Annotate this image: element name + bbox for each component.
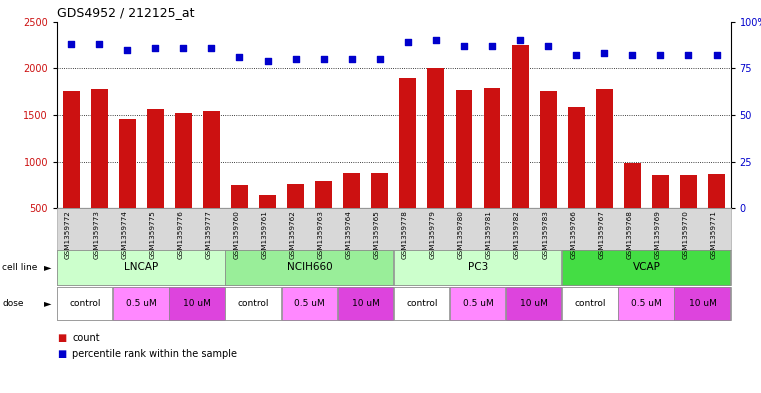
Point xyxy=(289,56,301,62)
Text: GSM1359762: GSM1359762 xyxy=(290,210,295,259)
Bar xyxy=(203,111,220,208)
Bar xyxy=(540,91,556,208)
Text: 0.5 uM: 0.5 uM xyxy=(295,299,325,308)
Text: GSM1359773: GSM1359773 xyxy=(93,210,99,259)
Bar xyxy=(568,107,584,208)
Text: GSM1359782: GSM1359782 xyxy=(514,210,520,259)
Point xyxy=(430,37,442,43)
Text: GSM1359774: GSM1359774 xyxy=(121,210,127,259)
Text: count: count xyxy=(72,333,100,343)
Text: VCAP: VCAP xyxy=(632,262,661,272)
Point xyxy=(234,54,246,60)
Text: GSM1359761: GSM1359761 xyxy=(262,210,268,259)
Point xyxy=(317,56,330,62)
Point xyxy=(711,52,723,58)
Text: GSM1359763: GSM1359763 xyxy=(317,210,323,259)
Point xyxy=(542,43,554,49)
Bar xyxy=(652,174,669,208)
Point xyxy=(458,43,470,49)
Bar xyxy=(708,174,725,208)
Text: GSM1359771: GSM1359771 xyxy=(711,210,717,259)
Bar xyxy=(400,77,416,208)
Point xyxy=(402,39,414,45)
Bar xyxy=(147,109,164,208)
Bar xyxy=(287,184,304,208)
Bar xyxy=(624,163,641,208)
Text: GSM1359766: GSM1359766 xyxy=(570,210,576,259)
Point xyxy=(486,43,498,49)
Bar xyxy=(456,90,473,208)
Point xyxy=(683,52,695,58)
Text: ■: ■ xyxy=(57,349,66,359)
Bar xyxy=(428,68,444,208)
Text: GDS4952 / 212125_at: GDS4952 / 212125_at xyxy=(57,6,195,19)
Bar xyxy=(483,88,501,208)
Bar xyxy=(62,91,79,208)
Bar xyxy=(371,173,388,208)
Text: GSM1359780: GSM1359780 xyxy=(458,210,464,259)
Text: LNCAP: LNCAP xyxy=(124,262,158,272)
Text: GSM1359778: GSM1359778 xyxy=(402,210,408,259)
Point xyxy=(93,41,105,47)
Point xyxy=(514,37,526,43)
Text: ►: ► xyxy=(44,299,52,309)
Text: 10 uM: 10 uM xyxy=(352,299,380,308)
Text: 10 uM: 10 uM xyxy=(689,299,716,308)
Text: GSM1359769: GSM1359769 xyxy=(654,210,661,259)
Text: cell line: cell line xyxy=(2,263,37,272)
Point xyxy=(626,52,638,58)
Bar xyxy=(315,181,332,208)
Text: GSM1359779: GSM1359779 xyxy=(430,210,436,259)
Point xyxy=(262,58,274,64)
Text: 10 uM: 10 uM xyxy=(183,299,212,308)
Text: 0.5 uM: 0.5 uM xyxy=(631,299,662,308)
Point xyxy=(149,44,161,51)
Point xyxy=(345,56,358,62)
Text: GSM1359767: GSM1359767 xyxy=(598,210,604,259)
Text: dose: dose xyxy=(2,299,24,308)
Text: control: control xyxy=(575,299,606,308)
Bar xyxy=(680,174,697,208)
Text: 0.5 uM: 0.5 uM xyxy=(463,299,493,308)
Text: GSM1359781: GSM1359781 xyxy=(486,210,492,259)
Text: control: control xyxy=(237,299,269,308)
Point xyxy=(374,56,386,62)
Text: ■: ■ xyxy=(57,333,66,343)
Bar xyxy=(119,119,135,208)
Text: PC3: PC3 xyxy=(468,262,488,272)
Text: GSM1359768: GSM1359768 xyxy=(626,210,632,259)
Text: 10 uM: 10 uM xyxy=(521,299,548,308)
Bar xyxy=(231,185,248,208)
Point xyxy=(654,52,667,58)
Point xyxy=(177,44,189,51)
Point xyxy=(65,41,77,47)
Bar xyxy=(259,195,276,208)
Bar xyxy=(175,113,192,208)
Text: GSM1359777: GSM1359777 xyxy=(205,210,212,259)
Bar xyxy=(596,89,613,208)
Bar xyxy=(511,45,528,208)
Text: GSM1359776: GSM1359776 xyxy=(177,210,183,259)
Text: GSM1359772: GSM1359772 xyxy=(65,210,71,259)
Text: GSM1359760: GSM1359760 xyxy=(234,210,240,259)
Text: control: control xyxy=(69,299,101,308)
Text: GSM1359764: GSM1359764 xyxy=(345,210,352,259)
Text: GSM1359770: GSM1359770 xyxy=(683,210,689,259)
Text: GSM1359775: GSM1359775 xyxy=(149,210,155,259)
Point xyxy=(598,50,610,57)
Text: ►: ► xyxy=(44,262,52,272)
Bar xyxy=(91,89,107,208)
Point xyxy=(121,46,133,53)
Text: control: control xyxy=(406,299,438,308)
Text: 0.5 uM: 0.5 uM xyxy=(126,299,157,308)
Text: percentile rank within the sample: percentile rank within the sample xyxy=(72,349,237,359)
Bar xyxy=(343,173,360,208)
Text: NCIH660: NCIH660 xyxy=(287,262,333,272)
Text: GSM1359765: GSM1359765 xyxy=(374,210,380,259)
Point xyxy=(570,52,582,58)
Point xyxy=(205,44,218,51)
Text: GSM1359783: GSM1359783 xyxy=(542,210,548,259)
